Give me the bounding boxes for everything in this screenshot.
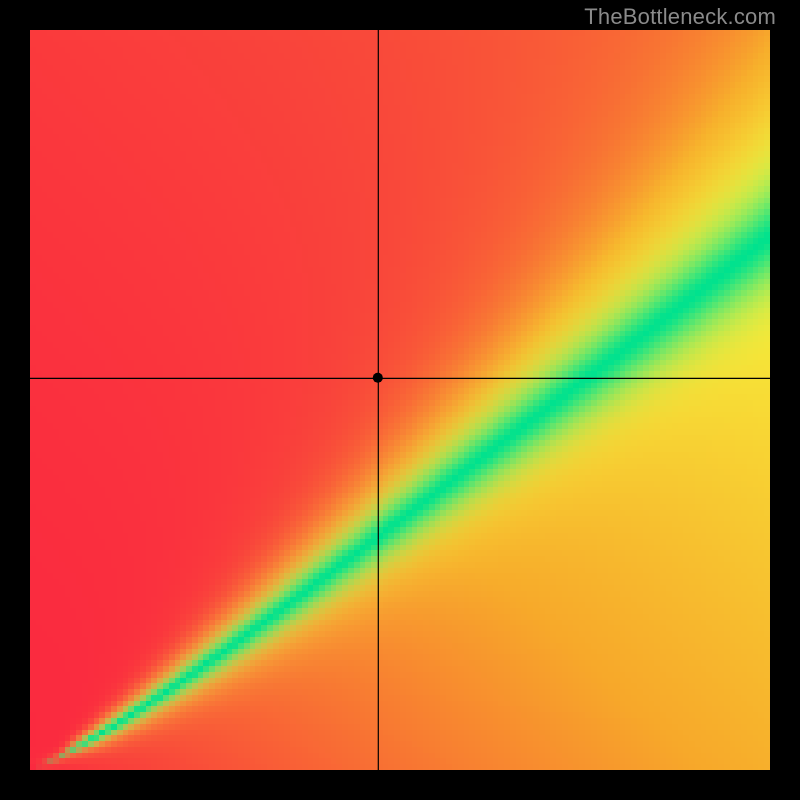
bottleneck-heatmap <box>30 30 770 770</box>
chart-container: TheBottleneck.com <box>0 0 800 800</box>
watermark-text: TheBottleneck.com <box>584 4 776 30</box>
